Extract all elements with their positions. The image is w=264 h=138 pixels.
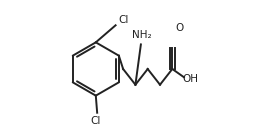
Text: OH: OH [182,74,199,84]
Text: O: O [175,23,183,33]
Text: Cl: Cl [118,15,128,25]
Text: Cl: Cl [91,116,101,126]
Text: NH₂: NH₂ [132,30,151,40]
